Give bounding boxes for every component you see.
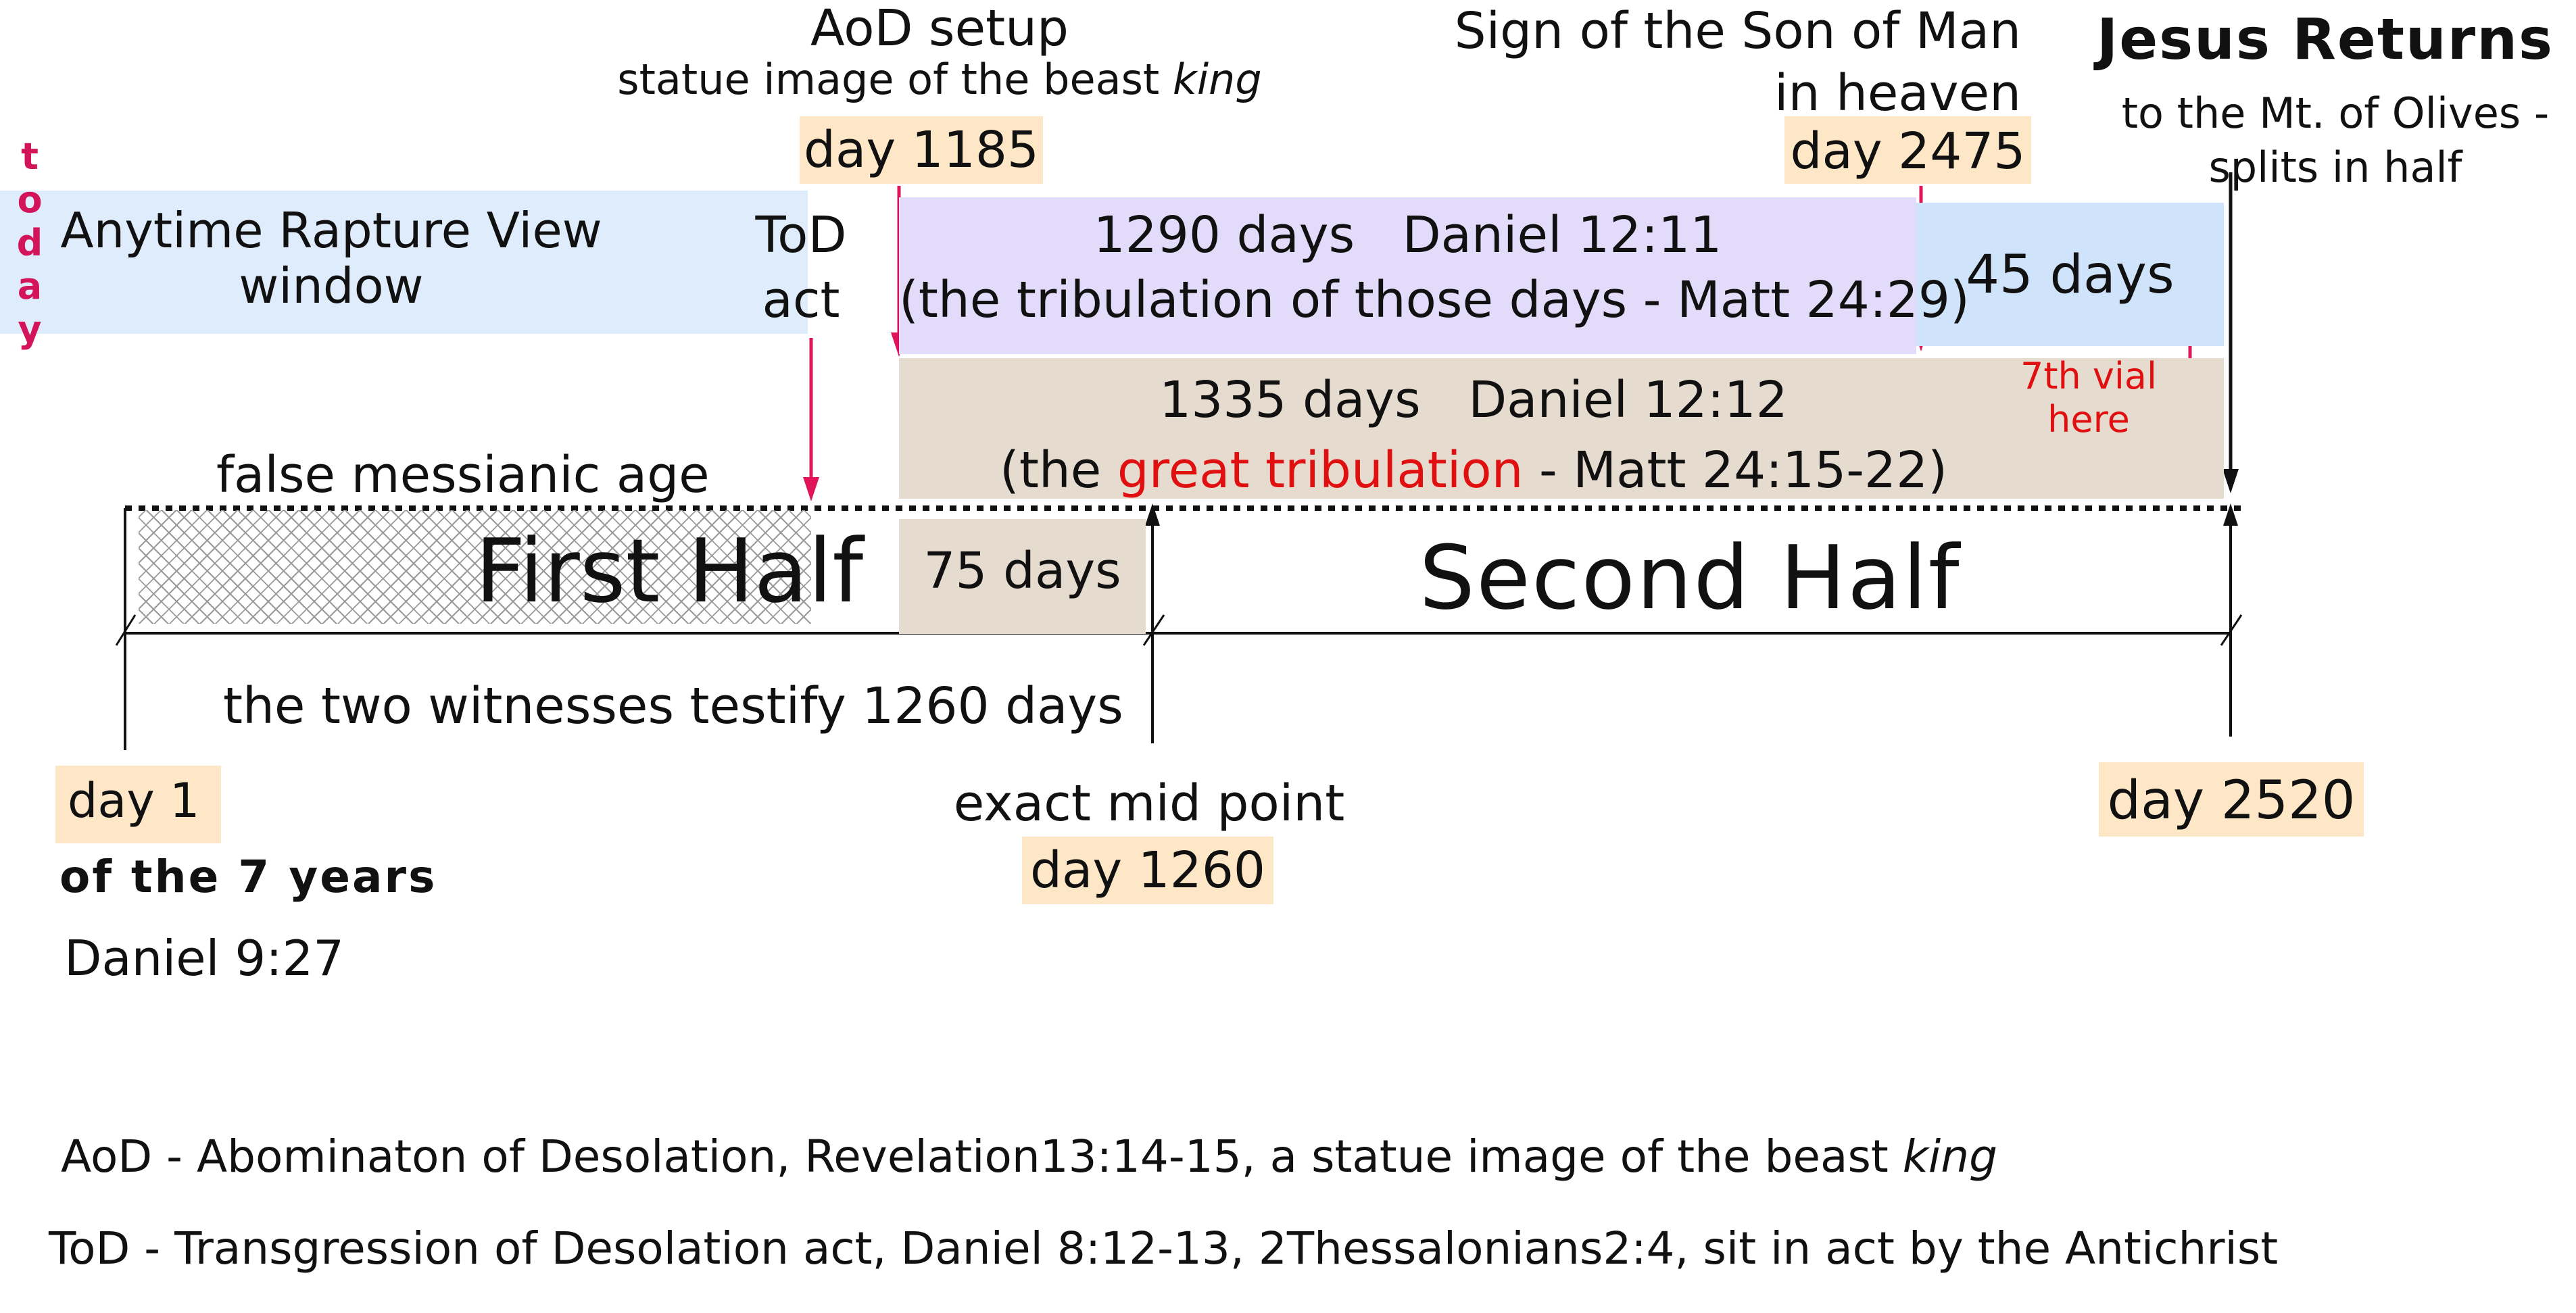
- day-1185-label: day 1185: [804, 121, 1039, 179]
- sign-son-of-man-label: Sign of the Son of Man in heaven: [1453, 0, 2021, 124]
- exact-mid-point-label: exact mid point: [953, 774, 1345, 833]
- today-letter: d: [16, 222, 43, 264]
- aod-setup-subtitle: statue image of the beast king: [595, 55, 1284, 104]
- day-2520-label: day 2520: [2107, 770, 2356, 831]
- seventy-five-days-label: 75 days: [923, 542, 1121, 600]
- band-1335-line2-prefix: (the: [999, 441, 1117, 499]
- tag-day-1185: [800, 116, 1043, 184]
- great-tribulation-highlight: great tribulation: [1117, 441, 1524, 499]
- rapture-line1: Anytime Rapture View: [60, 202, 602, 259]
- seventh-vial-label: 7th vial here: [2011, 355, 2166, 441]
- day-2475-label: day 2475: [1790, 122, 2026, 180]
- aod-subtitle-italic: king: [1172, 55, 1262, 104]
- band-1290-line1: 1290 days Daniel 12:11: [1093, 206, 1722, 264]
- legend-aod-italic: king: [1902, 1131, 1997, 1183]
- today-letter: a: [17, 265, 43, 307]
- tod-act-label: ToD act: [727, 203, 875, 332]
- tag-day-1: [55, 766, 221, 843]
- tag-day-2520: [2099, 762, 2364, 837]
- band-45-text: 45 days: [1966, 245, 2174, 305]
- today-letter: o: [17, 178, 43, 221]
- rapture-line2: window: [239, 257, 424, 314]
- daniel-9-27-label: Daniel 9:27: [64, 930, 345, 987]
- second-half-label: Second Half: [1419, 526, 1961, 629]
- band-45-days: [1916, 203, 2224, 346]
- sign-line1: Sign of the Son of Man: [1454, 2, 2021, 60]
- tod-arrow-head: [803, 477, 819, 501]
- tag-day-2475: [1784, 116, 2031, 184]
- hatched-first-half: [139, 510, 811, 624]
- aod-setup-title: AoD setup: [810, 0, 1069, 57]
- jesus-line2: splits in half: [2208, 143, 2462, 192]
- legend-aod: AoD - Abominaton of Desolation, Revelati…: [61, 1130, 1997, 1184]
- tag-day-1260: [1022, 837, 1273, 904]
- two-witnesses-label: the two witnesses testify 1260 days: [223, 677, 1123, 735]
- aod-subtitle-text: statue image of the beast: [617, 55, 1173, 104]
- legend-aod-text: AoD - Abominaton of Desolation, Revelati…: [61, 1131, 1903, 1183]
- band-1335-line2-suffix: - Matt 24:15-22): [1523, 441, 1948, 499]
- arrow-up-end: [2223, 503, 2238, 526]
- band-75-days: [899, 519, 1146, 634]
- day-1-label: day 1: [68, 773, 200, 828]
- today-letter: t: [21, 135, 39, 178]
- jesus-returns-detail: to the Mt. of Olives - splits in half: [2102, 86, 2569, 195]
- tod-line2: act: [762, 271, 840, 329]
- band-1335-days: [899, 358, 2224, 499]
- band-1290-days: [899, 197, 1916, 354]
- rapture-window-label: Anytime Rapture View window: [54, 203, 608, 314]
- vial-line2: here: [2047, 398, 2130, 441]
- jesus-line1: to the Mt. of Olives -: [2121, 89, 2550, 138]
- band-1290-text: 1290 days Daniel 12:11 (the tribulation …: [899, 203, 1970, 332]
- arrow-up-mid: [1145, 503, 1160, 526]
- band-1335-line2: (the great tribulation - Matt 24:15-22): [899, 435, 2048, 505]
- rapture-window-band: [0, 191, 808, 334]
- band-1335-text: 1335 days Daniel 12:12 (the great tribul…: [899, 365, 2048, 505]
- day-1-of-seven-years: of the 7 years: [59, 851, 437, 903]
- band-1290-line2: (the tribulation of those days - Matt 24…: [899, 271, 1970, 329]
- jesus-returns-title: Jesus Returns: [2096, 6, 2554, 72]
- slash-end: [2220, 614, 2243, 646]
- jesus-arrow-head: [2222, 469, 2239, 493]
- legend-tod: ToD - Transgression of Desolation act, D…: [49, 1222, 2279, 1274]
- slash-mid: [1142, 614, 1165, 646]
- false-messianic-age-label: false messianic age: [216, 446, 710, 504]
- vial-line1: 7th vial: [2020, 355, 2157, 397]
- first-half-label: First Half: [475, 520, 864, 622]
- today-letter: y: [18, 308, 42, 351]
- day-1260-label: day 1260: [1030, 841, 1265, 899]
- tod-line1: ToD: [755, 206, 847, 264]
- sign-line2: in heaven: [1774, 64, 2021, 122]
- today-label: t o d a y: [9, 135, 50, 351]
- band-1335-line1: 1335 days Daniel 12:12: [1159, 371, 1788, 429]
- slash-day-1: [115, 614, 137, 646]
